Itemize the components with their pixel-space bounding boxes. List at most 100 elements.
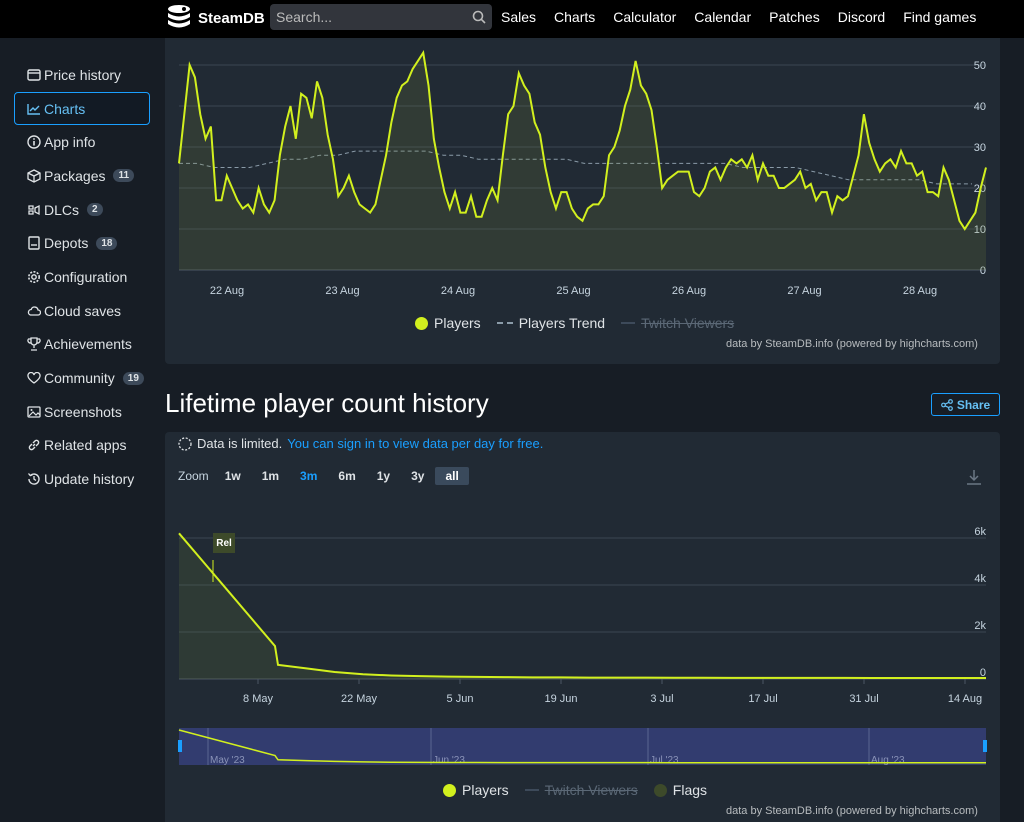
sidebar-item-label: Configuration (44, 268, 128, 285)
navigator-tick-label: Jul '23 (650, 755, 679, 766)
nav-charts[interactable]: Charts (554, 9, 596, 25)
players-area (179, 533, 986, 679)
sidebar-item-price-history[interactable]: Price history (14, 58, 150, 92)
sidebar-item-label: Related apps (44, 437, 127, 454)
price-tag-icon (27, 68, 41, 82)
zoom-1m-button[interactable]: 1m (261, 469, 280, 483)
legend-twitch-viewers[interactable]: Twitch Viewers (641, 315, 735, 331)
lifetime-player-chart: 0 2k 4k 6k 8 May 22 May 5 Jun 19 Jun 3 Jul 17 Jul… (178, 526, 987, 766)
sidebar-item-label: Charts (44, 100, 86, 117)
sidebar-item-dlcs[interactable]: DLCs 2 (14, 193, 150, 227)
x-tick-label: 8 May (243, 693, 273, 705)
package-icon (27, 169, 41, 183)
players-legend-dot (443, 783, 456, 797)
depots-count-badge: 18 (96, 236, 118, 250)
flags-legend-dot (653, 783, 667, 797)
navigator-tick-label: Jun '23 (433, 755, 465, 766)
share-button[interactable]: Share (931, 393, 1000, 416)
legend-twitch-viewers[interactable]: Twitch Viewers (544, 782, 638, 798)
info-icon (27, 135, 41, 149)
zoom-6m-button[interactable]: 6m (338, 469, 356, 483)
sidebar-item-packages[interactable]: Packages 11 (14, 159, 150, 193)
x-tick-label: 24 Aug (441, 285, 475, 297)
navigator-handle-right (983, 740, 987, 752)
search-input[interactable] (276, 9, 472, 25)
download-icon[interactable] (965, 468, 983, 486)
players-legend-dot (415, 316, 428, 330)
share-icon (940, 398, 953, 411)
y-tick-label: 4k (974, 573, 986, 585)
sidebar-item-community[interactable]: Community 19 (14, 361, 150, 395)
search-box (270, 4, 492, 30)
navigator-range (179, 728, 986, 765)
search-icon[interactable] (472, 10, 486, 24)
link-icon (27, 438, 41, 452)
y-tick-label: 6k (974, 526, 986, 538)
sidebar-item-label: Cloud saves (44, 302, 122, 319)
sidebar-item-app-info[interactable]: App info (14, 125, 150, 159)
x-tick-label: 5 Jun (447, 693, 474, 705)
zoom-1y-button[interactable]: 1y (376, 469, 391, 483)
chart2-credit[interactable]: data by SteamDB.info (powered by highcha… (726, 805, 978, 817)
navigator-tick-label: Aug '23 (871, 755, 905, 766)
main-nav: Sales Charts Calculator Calendar Patches… (501, 0, 994, 34)
legend-flags[interactable]: Flags (672, 782, 708, 798)
dlcs-count-badge: 2 (87, 203, 103, 217)
chart1-credit[interactable]: data by SteamDB.info (powered by highcha… (726, 338, 978, 350)
limited-text: Data is limited. (197, 436, 283, 451)
sidebar-item-depots[interactable]: Depots 18 (14, 226, 150, 260)
x-tick-label: 23 Aug (325, 285, 359, 297)
sidebar-item-achievements[interactable]: Achievements (14, 328, 150, 362)
steamdb-logo[interactable]: SteamDB (166, 4, 265, 32)
series-players (178, 49, 987, 231)
gear-icon (27, 270, 41, 284)
cloud-icon (27, 304, 41, 318)
chart-line-icon (27, 102, 41, 116)
zoom-all-button[interactable]: all (435, 467, 469, 485)
x-tick-label: 27 Aug (787, 285, 821, 297)
trophy-icon (27, 337, 41, 351)
nav-calendar[interactable]: Calendar (694, 9, 752, 25)
x-tick-label: 22 Aug (210, 285, 244, 297)
zoom-3y-button[interactable]: 3y (411, 469, 425, 483)
x-tick-label: 14 Aug (948, 693, 982, 705)
zoom-controls: Zoom 1w 1m 3m 6m 1y 3y all (178, 467, 470, 485)
x-tick-label: 28 Aug (903, 285, 937, 297)
sidebar-item-label: DLCs (44, 201, 80, 218)
nav-discord[interactable]: Discord (837, 9, 886, 25)
y-tick-label: 0 (980, 667, 986, 679)
y-tick-label: 0 (980, 265, 986, 277)
sidebar-item-update-history[interactable]: Update history (14, 462, 150, 496)
nav-calculator[interactable]: Calculator (613, 9, 677, 25)
x-tick-label: 17 Jul (748, 693, 777, 705)
legend-players[interactable]: Players (434, 315, 481, 331)
flag-marker (213, 533, 235, 553)
zoom-1w-button[interactable]: 1w (224, 469, 241, 483)
zoom-3m-button[interactable]: 3m (300, 469, 318, 483)
flag-label: Rel (216, 538, 232, 549)
sidebar-item-label: Community (44, 370, 115, 387)
top-bar: SteamDB Sales Charts Calculator Calendar… (0, 0, 1024, 38)
community-icon (27, 371, 41, 385)
y-tick-label: 2k (974, 620, 986, 632)
packages-count-badge: 11 (113, 169, 135, 183)
sidebar-item-related-apps[interactable]: Related apps (14, 429, 150, 463)
nav-patches[interactable]: Patches (769, 9, 820, 25)
sidebar-item-screenshots[interactable]: Screenshots (14, 395, 150, 429)
recent-player-chart-panel (165, 38, 1000, 364)
nav-sales[interactable]: Sales (501, 9, 537, 25)
x-tick-label: 26 Aug (672, 285, 706, 297)
sidebar-item-label: Update history (44, 471, 135, 488)
series-players-trend (179, 150, 972, 185)
x-tick-label: 19 Jun (544, 693, 577, 705)
sign-in-link[interactable]: You can sign in to view data per day for… (287, 436, 544, 451)
dashed-circle-icon (178, 436, 192, 451)
legend-players[interactable]: Players (462, 782, 509, 798)
nav-find-games[interactable]: Find games (903, 9, 977, 25)
data-limited-notice: Data is limited. You can sign in to view… (178, 436, 543, 451)
sidebar-item-configuration[interactable]: Configuration (14, 260, 150, 294)
sidebar-item-charts[interactable]: Charts (14, 91, 150, 126)
legend-players-trend[interactable]: Players Trend (518, 315, 606, 331)
sidebar-item-cloud-saves[interactable]: Cloud saves (14, 294, 150, 328)
